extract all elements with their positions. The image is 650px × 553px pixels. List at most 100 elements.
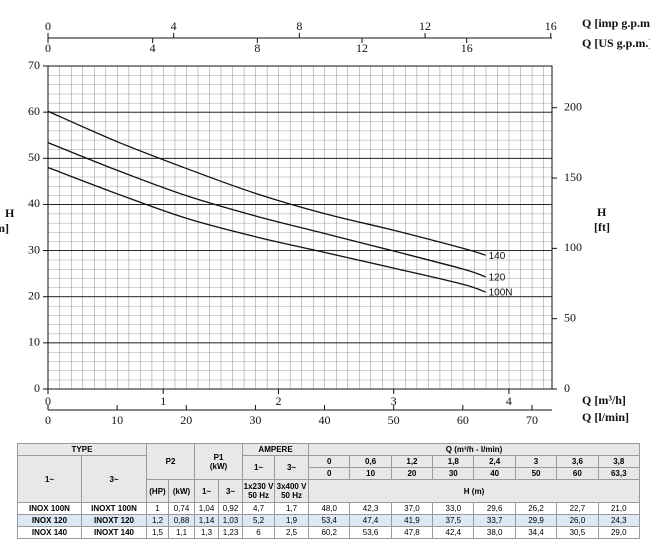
x2-tick-label: 3 <box>391 394 397 408</box>
curve-label: 140 <box>489 251 506 262</box>
header-text: 3x400 V <box>276 482 307 491</box>
x3-tick-label: 8 <box>296 19 302 33</box>
header-cell: 1~ <box>194 479 220 503</box>
header-text: 50 Hz <box>248 491 269 500</box>
x-tick-label: 30 <box>249 413 261 427</box>
table-cell: 37,5 <box>432 514 475 527</box>
x4-tick-label: 16 <box>461 41 473 55</box>
y-axis-unit: [m] <box>0 221 9 235</box>
header-cell: 1~ <box>242 455 276 480</box>
y-tick-label: 70 <box>28 58 40 72</box>
table-row: INOX 100N INOXT 100N 1 0,74 1,04 0,92 4,7 1,7 48… <box>17 502 641 515</box>
table-cell: 47,8 <box>390 526 434 539</box>
x-tick-label: 0 <box>45 413 51 427</box>
x3-tick-label: 16 <box>545 19 557 33</box>
header-cell: P2 <box>145 443 196 480</box>
table-cell: 26,0 <box>556 514 599 527</box>
header-cell: AMPERE <box>242 443 310 456</box>
header-cell: 1~ <box>17 455 82 503</box>
x4-tick-label: 4 <box>150 41 156 55</box>
table-cell: 1,2 <box>390 455 434 468</box>
table-cell: 47,4 <box>349 514 392 527</box>
curve <box>47 166 486 293</box>
table-cell: 26,2 <box>514 502 558 515</box>
x2-tick-label: 2 <box>275 394 281 408</box>
curve <box>47 110 486 256</box>
table-cell: 1,04 <box>194 502 220 515</box>
x4-tick-label: 0 <box>45 41 51 55</box>
table-cell: 60,2 <box>308 526 351 539</box>
table-cell: 3 <box>514 455 558 468</box>
table-cell: 1 <box>146 502 169 515</box>
y2-tick-label: 200 <box>564 99 582 113</box>
x4-axis-title: Q [US g.p.m.] <box>582 36 650 50</box>
y2-axis-unit: [ft] <box>594 220 610 234</box>
x3-tick-label: 0 <box>45 19 51 33</box>
y-tick-label: 60 <box>28 104 40 118</box>
y2-tick-label: 150 <box>564 170 582 184</box>
table-cell: 53,6 <box>349 526 392 539</box>
x2-tick-label: 4 <box>506 394 512 408</box>
header-text: 50 Hz <box>281 491 302 500</box>
table-cell: 1,5 <box>146 526 169 539</box>
curve-label: 100N <box>489 288 513 299</box>
table-cell: 2,5 <box>274 526 310 539</box>
y2-tick-label: 100 <box>564 240 582 254</box>
table-cell: 20 <box>390 467 434 480</box>
table-cell: 0,88 <box>167 514 196 527</box>
y2-tick-label: 0 <box>564 381 570 395</box>
table-cell: 1,2 <box>146 514 169 527</box>
table-cell: 63,3 <box>597 467 641 480</box>
table-cell: 0 <box>308 467 351 480</box>
y-tick-label: 50 <box>28 150 40 164</box>
table-cell: 1,1 <box>167 526 196 539</box>
table-cell: 22,7 <box>556 502 599 515</box>
table-cell: 6 <box>242 526 276 539</box>
table-cell: 0,6 <box>349 455 392 468</box>
table-cell: 1,14 <box>194 514 220 527</box>
header-cell: TYPE <box>17 443 147 456</box>
y2-tick-label: 50 <box>564 310 576 324</box>
header-text: P1 <box>213 452 224 462</box>
table-cell: 30 <box>432 467 475 480</box>
table-cell: 53,4 <box>308 514 351 527</box>
table-cell: 42,3 <box>349 502 392 515</box>
table-cell: 38,0 <box>473 526 516 539</box>
y-tick-label: 40 <box>28 196 40 210</box>
curve <box>47 141 486 278</box>
y-tick-label: 20 <box>28 288 40 302</box>
x-tick-label: 60 <box>457 413 469 427</box>
table-cell: 30,5 <box>556 526 599 539</box>
table-cell: 1,23 <box>218 526 244 539</box>
table-cell: 42,4 <box>432 526 475 539</box>
data-table: TYPE P2 P1 (kW) AMPERE Q (m³/h - l/min) 1… <box>17 443 641 539</box>
table-cell: INOX 140 <box>17 526 82 539</box>
x3-axis-title: Q [imp g.p.m.] <box>582 16 650 30</box>
table-row: INOX 120 INOXT 120 1,2 0,88 1,14 1,03 5,2 1,9 53… <box>17 514 641 527</box>
table-cell: 2,4 <box>473 455 516 468</box>
table-cell: 1,3 <box>194 526 220 539</box>
table-cell: 50 <box>514 467 558 480</box>
x3-tick-label: 12 <box>419 19 431 33</box>
table-cell: 48,0 <box>308 502 351 515</box>
y-tick-label: 10 <box>28 335 40 349</box>
table-cell: 1,9 <box>274 514 310 527</box>
table-cell: 1,7 <box>274 502 310 515</box>
table-cell: 1,03 <box>218 514 244 527</box>
curve-label: 120 <box>489 273 506 284</box>
y-tick-label: 0 <box>34 381 40 395</box>
header-cell: 3~ <box>218 479 244 503</box>
table-cell: 5,2 <box>242 514 276 527</box>
table-cell: 40 <box>473 467 516 480</box>
header-cell: 3x400 V 50 Hz <box>274 479 310 503</box>
x-tick-label: 20 <box>180 413 192 427</box>
table-cell: 0 <box>308 455 351 468</box>
header-cell: 1x230 V 50 Hz <box>242 479 276 503</box>
table-row: INOX 140 INOXT 140 1,5 1,1 1,3 1,23 6 2,5 60,2 53… <box>17 526 641 539</box>
x-tick-label: 70 <box>526 413 538 427</box>
table-cell: INOXT 100N <box>81 502 147 515</box>
table-cell: 0,74 <box>167 502 196 515</box>
table-cell: 0,92 <box>218 502 244 515</box>
header-cell: 3~ <box>81 455 147 503</box>
header-cell: (kW) <box>167 479 196 503</box>
